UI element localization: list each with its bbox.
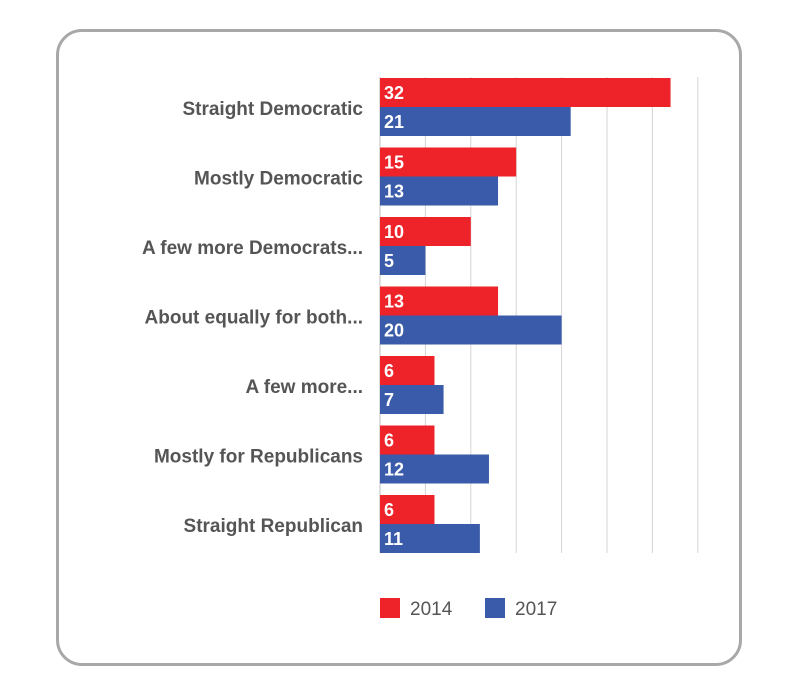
- bar-2014: [380, 356, 435, 385]
- bar-2014: [380, 217, 471, 246]
- legend-label-2017: 2017: [515, 599, 557, 620]
- bar-2014: [380, 495, 435, 524]
- bar-value-label: 6: [384, 500, 394, 520]
- bar-2017: [380, 246, 426, 275]
- bar-value-label: 21: [384, 112, 404, 132]
- bar-value-label: 10: [384, 222, 404, 242]
- bar-2017: [380, 107, 571, 136]
- bar-2014: [380, 78, 671, 107]
- bar-2017: [380, 454, 489, 484]
- bar-2014: [380, 147, 517, 177]
- legend-label-2014: 2014: [410, 599, 453, 620]
- bar-value-label: 15: [384, 153, 404, 173]
- bar-2017: [380, 524, 480, 553]
- bar-2017: [380, 385, 444, 414]
- bar-value-label: 12: [384, 460, 404, 480]
- bar-2014: [380, 425, 435, 455]
- bar-value-label: 20: [384, 321, 404, 341]
- bar-2017: [380, 176, 499, 206]
- legend-swatch-2014: [380, 598, 400, 618]
- category-label: Straight Democratic: [182, 99, 363, 120]
- bar-value-label: 13: [384, 292, 404, 312]
- bar-value-label: 32: [384, 83, 404, 103]
- category-label: Mostly for Republicans: [154, 447, 363, 468]
- bar-2014: [380, 286, 499, 316]
- legend-swatch-2017: [485, 598, 505, 618]
- bar-value-label: 6: [384, 431, 394, 451]
- category-label: A few more Democrats...: [142, 238, 363, 259]
- bar-value-label: 6: [384, 361, 394, 381]
- category-label: A few more...: [245, 377, 363, 398]
- category-label: Mostly Democratic: [194, 169, 363, 190]
- bars: 32 21 Straight Democratic 15 13 Mostly Democr…: [142, 78, 671, 553]
- bar-value-label: 7: [384, 390, 394, 410]
- bar-value-label: 11: [384, 529, 403, 549]
- bar-2017: [380, 315, 562, 345]
- category-label: Straight Republican: [184, 516, 363, 537]
- category-label: About equally for both...: [145, 308, 363, 329]
- bar-value-label: 13: [384, 182, 404, 202]
- bar-value-label: 5: [384, 251, 394, 271]
- legend: 2014 2017: [380, 598, 557, 620]
